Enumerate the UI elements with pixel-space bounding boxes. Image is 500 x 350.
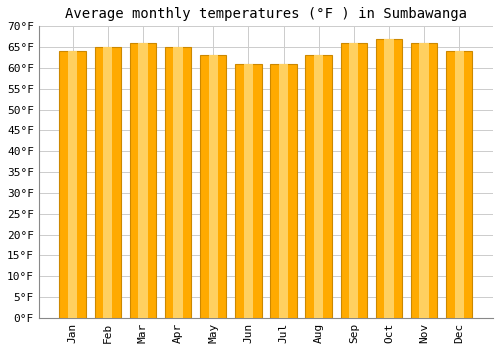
Bar xyxy=(411,43,438,318)
Bar xyxy=(349,43,358,318)
Bar xyxy=(446,51,472,318)
Bar xyxy=(165,47,191,318)
Bar xyxy=(306,55,332,318)
Bar xyxy=(103,47,113,318)
Bar xyxy=(340,43,367,318)
Title: Average monthly temperatures (°F ) in Sumbawanga: Average monthly temperatures (°F ) in Su… xyxy=(65,7,467,21)
Bar xyxy=(314,55,324,318)
Bar xyxy=(200,55,226,318)
Bar xyxy=(174,47,182,318)
Bar xyxy=(208,55,218,318)
Bar xyxy=(376,39,402,318)
Bar xyxy=(454,51,464,318)
Bar xyxy=(244,64,253,318)
Bar xyxy=(279,64,288,318)
Bar xyxy=(130,43,156,318)
Bar xyxy=(94,47,121,318)
Bar xyxy=(384,39,394,318)
Bar xyxy=(68,51,77,318)
Bar xyxy=(270,64,296,318)
Bar xyxy=(235,64,262,318)
Bar xyxy=(60,51,86,318)
Bar xyxy=(138,43,147,318)
Bar xyxy=(420,43,428,318)
